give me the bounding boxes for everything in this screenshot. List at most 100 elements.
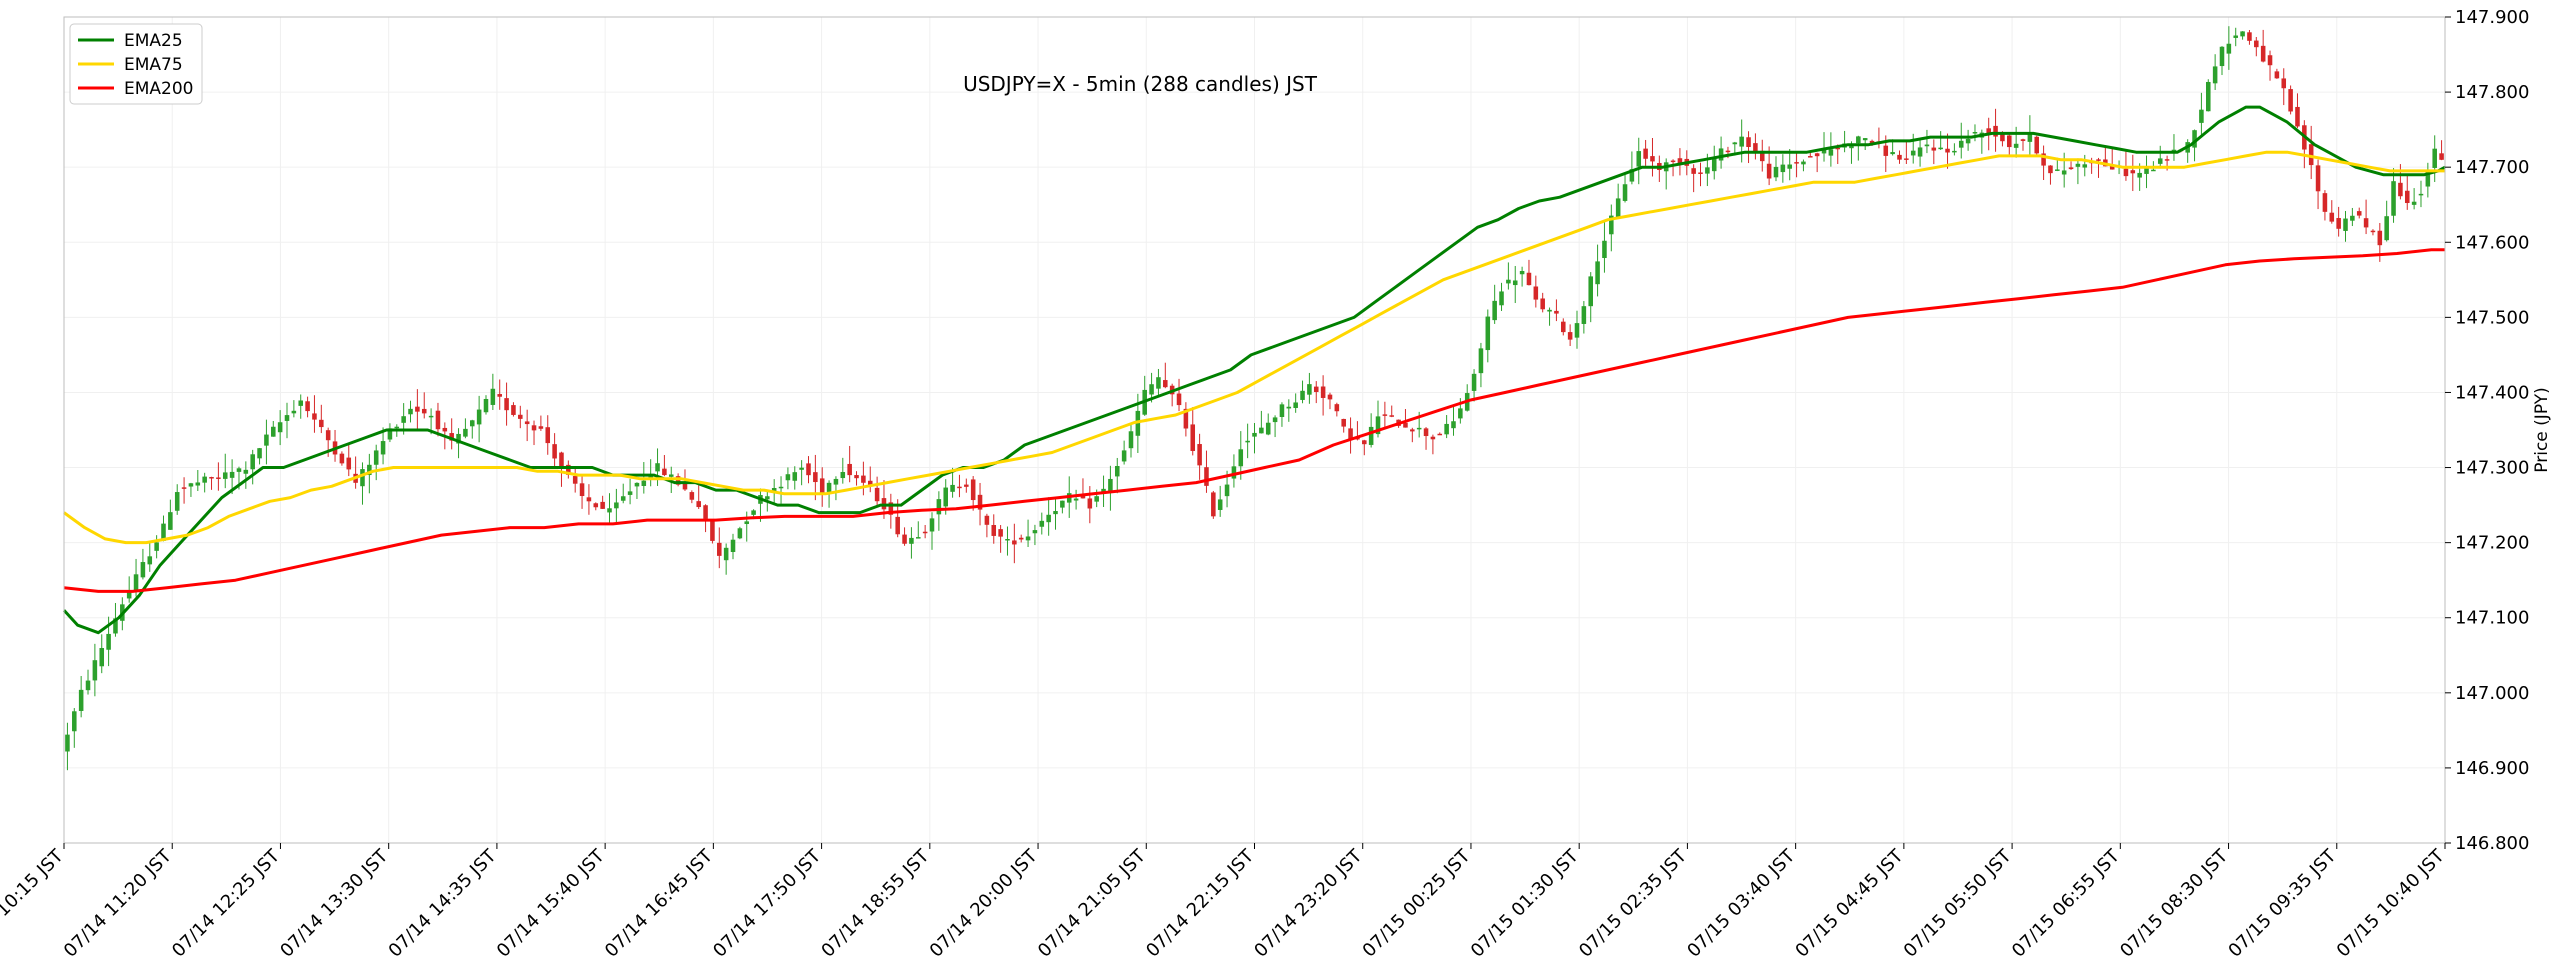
candle-body xyxy=(620,496,626,501)
series-line-ema200 xyxy=(63,248,2445,593)
candle-body xyxy=(991,525,997,536)
candle-body xyxy=(373,450,379,465)
candle-body xyxy=(1574,323,1580,338)
candle-body xyxy=(1053,511,1058,515)
candle-body xyxy=(408,408,413,415)
candle-body xyxy=(78,689,84,711)
candle-body xyxy=(2336,218,2341,229)
candle-body xyxy=(2418,193,2424,196)
y-tick-label: 147.600 xyxy=(2455,232,2529,253)
candle-body xyxy=(579,483,585,497)
candle-body xyxy=(140,562,146,578)
candle-body xyxy=(1986,128,1991,134)
candle-body xyxy=(2233,35,2238,38)
candle-body xyxy=(1965,138,1971,144)
candle-body xyxy=(847,463,852,476)
candle-body xyxy=(1485,316,1491,351)
candle-body xyxy=(2151,169,2156,172)
candle-body xyxy=(957,486,962,489)
candle-body xyxy=(421,408,427,414)
candle-body xyxy=(1300,390,1305,400)
candle-body xyxy=(1073,498,1079,501)
candle-body xyxy=(2075,163,2081,167)
candle-body xyxy=(469,420,475,427)
candle-body xyxy=(1567,332,1573,340)
candle-body xyxy=(566,464,571,475)
candle-body xyxy=(1732,142,1738,145)
candle-body xyxy=(188,483,194,487)
candle-body xyxy=(2020,139,2026,141)
candle-body xyxy=(1698,172,1703,174)
candle-body xyxy=(1238,449,1244,467)
candle-body xyxy=(744,521,750,525)
candle-body xyxy=(1499,291,1504,306)
candle-body xyxy=(1039,520,1045,527)
candle-body xyxy=(1801,161,1806,165)
candle-body xyxy=(428,415,434,418)
candle-body xyxy=(174,492,180,511)
candle-body xyxy=(1924,144,1930,147)
candle-body xyxy=(936,499,942,515)
candle-body xyxy=(1211,492,1216,517)
legend-box xyxy=(69,23,203,105)
candle-body xyxy=(1341,418,1346,427)
candle-body xyxy=(264,434,269,446)
candle-body xyxy=(1691,168,1696,174)
candle-body xyxy=(2260,45,2266,62)
candle-body xyxy=(1821,149,1827,154)
candle-body xyxy=(1265,422,1271,435)
candle-body xyxy=(312,413,317,420)
candle-body xyxy=(1856,136,1861,144)
candle-body xyxy=(2247,32,2252,41)
candle-body xyxy=(2034,136,2040,154)
candle-body xyxy=(147,556,153,565)
candle-body xyxy=(1176,393,1182,406)
candle-body xyxy=(202,476,207,483)
legend: EMA25 EMA75 EMA200 xyxy=(69,23,203,105)
candle-body xyxy=(2411,201,2417,205)
candle-body xyxy=(1272,417,1278,423)
candle-body xyxy=(126,590,132,599)
candle-body xyxy=(888,502,894,515)
candle-body xyxy=(1602,240,1607,259)
candle-body xyxy=(593,503,599,508)
candle-body xyxy=(2130,170,2136,174)
candle-body xyxy=(2267,55,2273,66)
candle-body xyxy=(168,512,173,530)
candle-body xyxy=(792,472,798,481)
candle-body xyxy=(1945,148,1950,153)
candle-body xyxy=(2425,171,2431,187)
candle-body xyxy=(2315,165,2321,192)
candle-body xyxy=(229,471,235,478)
candle-body xyxy=(1437,433,1443,436)
candle-body xyxy=(1204,467,1209,486)
candle-body xyxy=(2363,218,2369,228)
candle-body xyxy=(463,428,468,437)
y-tick-label: 147.000 xyxy=(2455,683,2529,704)
candle-body xyxy=(689,492,695,500)
candle-body xyxy=(99,648,105,667)
candle-body xyxy=(840,471,846,479)
candle-body xyxy=(360,469,365,487)
candle-body xyxy=(1128,431,1134,449)
candle-body xyxy=(2027,133,2033,142)
candle-body xyxy=(586,497,592,502)
candle-body xyxy=(1561,321,1566,333)
candle-body xyxy=(1519,271,1525,275)
candle-body xyxy=(909,537,914,544)
candle-body xyxy=(2322,193,2328,212)
candle-body xyxy=(133,574,139,591)
legend-label-ema200: EMA200 xyxy=(124,79,194,99)
candle-body xyxy=(1670,160,1676,163)
candle-body xyxy=(641,480,647,486)
candle-body xyxy=(531,425,537,431)
candle-body xyxy=(1849,145,1854,149)
candle-body xyxy=(65,734,70,752)
candle-body xyxy=(1711,158,1717,172)
candle-body xyxy=(257,448,262,459)
series-line-ema25 xyxy=(62,105,2446,635)
candle-body xyxy=(243,469,249,474)
candle-body xyxy=(1451,421,1456,429)
candle-body xyxy=(682,481,688,490)
candle-body xyxy=(2219,46,2225,67)
